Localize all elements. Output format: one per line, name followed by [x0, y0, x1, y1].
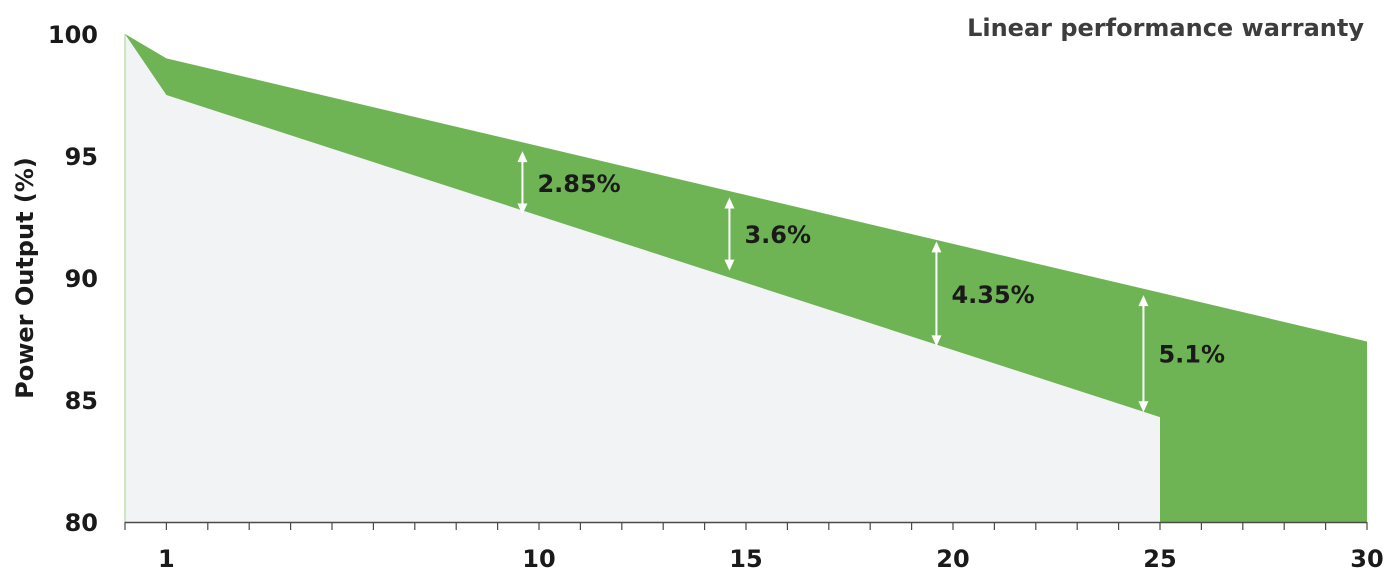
x-tick-label: 10 [522, 545, 555, 573]
x-tick-label: 1 [158, 545, 175, 573]
area-layer [124, 34, 1367, 522]
gap-label: 5.1% [1158, 341, 1225, 369]
arrow-down-icon [931, 335, 942, 347]
y-tick-label: 95 [65, 143, 98, 171]
y-tick-label: 100 [48, 21, 98, 49]
gap-annotation: 4.35% [931, 241, 1035, 347]
gap-annotation: 5.1% [1138, 295, 1225, 413]
lower-standard-area [125, 34, 1160, 522]
x-tick-label: 20 [936, 545, 969, 573]
annotation-layer: 2.85% 3.6% 4.35% 5.1% [517, 151, 1225, 413]
gap-label: 2.85% [537, 170, 620, 198]
gap-label: 4.35% [951, 281, 1034, 309]
arrow-up-icon [517, 151, 528, 163]
y-tick-label: 80 [65, 509, 98, 537]
gap-annotation: 2.85% [517, 151, 621, 215]
y-axis-title: Power Output (%) [11, 157, 39, 399]
gap-annotation: 3.6% [724, 197, 811, 271]
y-tick-label: 85 [65, 387, 98, 415]
axis-layer: 1 10 15 20 25 30 80 85 90 95 100 [48, 21, 1384, 573]
arrow-up-icon [931, 241, 942, 253]
x-tick-label: 15 [729, 545, 762, 573]
chart-title: Linear performance warranty [967, 14, 1364, 42]
arrow-down-icon [1138, 401, 1149, 413]
arrow-down-icon [517, 203, 528, 215]
arrow-down-icon [724, 259, 735, 271]
arrow-up-icon [1138, 295, 1149, 307]
gap-label: 3.6% [744, 221, 811, 249]
x-tick-label: 25 [1143, 545, 1176, 573]
y-tick-label: 90 [65, 265, 98, 293]
arrow-up-icon [724, 197, 735, 209]
x-tick-label: 30 [1350, 545, 1383, 573]
